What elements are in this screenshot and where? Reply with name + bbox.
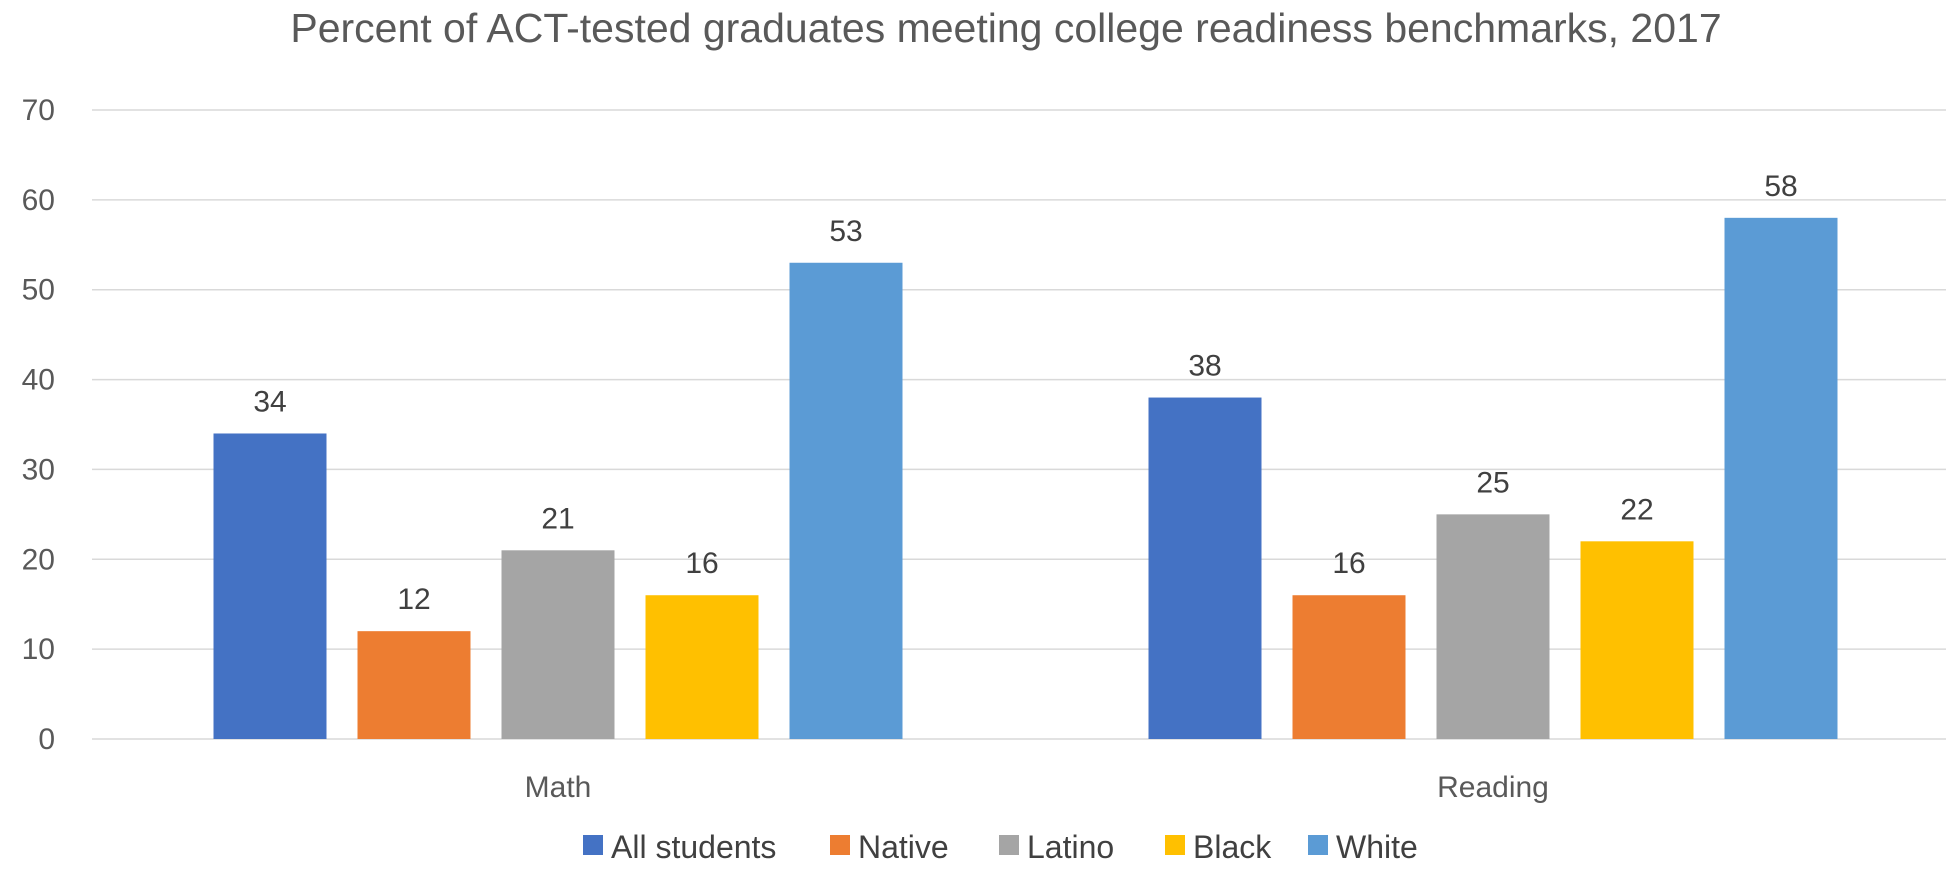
legend-label: Latino: [1027, 829, 1114, 865]
bar: [1148, 397, 1262, 739]
legend-swatch: [583, 835, 603, 855]
data-labels: 34 12 21 16 53 38 16 25 22 58: [253, 170, 1797, 616]
bar: [1580, 541, 1694, 739]
bar: [357, 631, 471, 739]
data-label: 21: [541, 502, 574, 535]
data-label: 53: [829, 215, 862, 248]
y-tick-label: 70: [22, 94, 55, 127]
x-axis-categories: Math Reading: [525, 771, 1549, 804]
bar: [645, 595, 759, 739]
legend-label: Black: [1193, 829, 1272, 865]
chart-title: Percent of ACT-tested graduates meeting …: [290, 5, 1721, 51]
bar: [789, 262, 903, 739]
bars: [213, 217, 1838, 740]
bar: [213, 433, 327, 739]
legend-swatch: [1165, 835, 1185, 855]
y-tick-label: 60: [22, 184, 55, 217]
data-label: 25: [1476, 466, 1509, 499]
data-label: 16: [685, 547, 718, 580]
bar: [1436, 514, 1550, 739]
y-axis-ticks: 0 10 20 30 40 50 60 70: [22, 94, 55, 756]
legend-label: All students: [611, 829, 776, 865]
category-label: Reading: [1437, 771, 1549, 804]
legend-swatch: [999, 835, 1019, 855]
y-tick-label: 10: [22, 633, 55, 666]
legend-swatch: [830, 835, 850, 855]
y-tick-label: 0: [38, 723, 55, 756]
data-label: 58: [1764, 170, 1797, 203]
data-label: 38: [1188, 350, 1221, 383]
bar: [1724, 217, 1838, 740]
bar: [1292, 595, 1406, 739]
y-tick-label: 30: [22, 453, 55, 486]
data-label: 34: [253, 385, 286, 418]
data-label: 12: [397, 583, 430, 616]
legend: All students Native Latino Black White: [583, 829, 1418, 865]
y-tick-label: 40: [22, 364, 55, 397]
category-label: Math: [525, 771, 592, 804]
y-tick-label: 20: [22, 543, 55, 576]
bar: [501, 550, 615, 739]
legend-label: Native: [858, 829, 949, 865]
y-tick-label: 50: [22, 274, 55, 307]
data-label: 16: [1332, 547, 1365, 580]
data-label: 22: [1620, 493, 1653, 526]
legend-label: White: [1336, 829, 1418, 865]
legend-swatch: [1308, 835, 1328, 855]
